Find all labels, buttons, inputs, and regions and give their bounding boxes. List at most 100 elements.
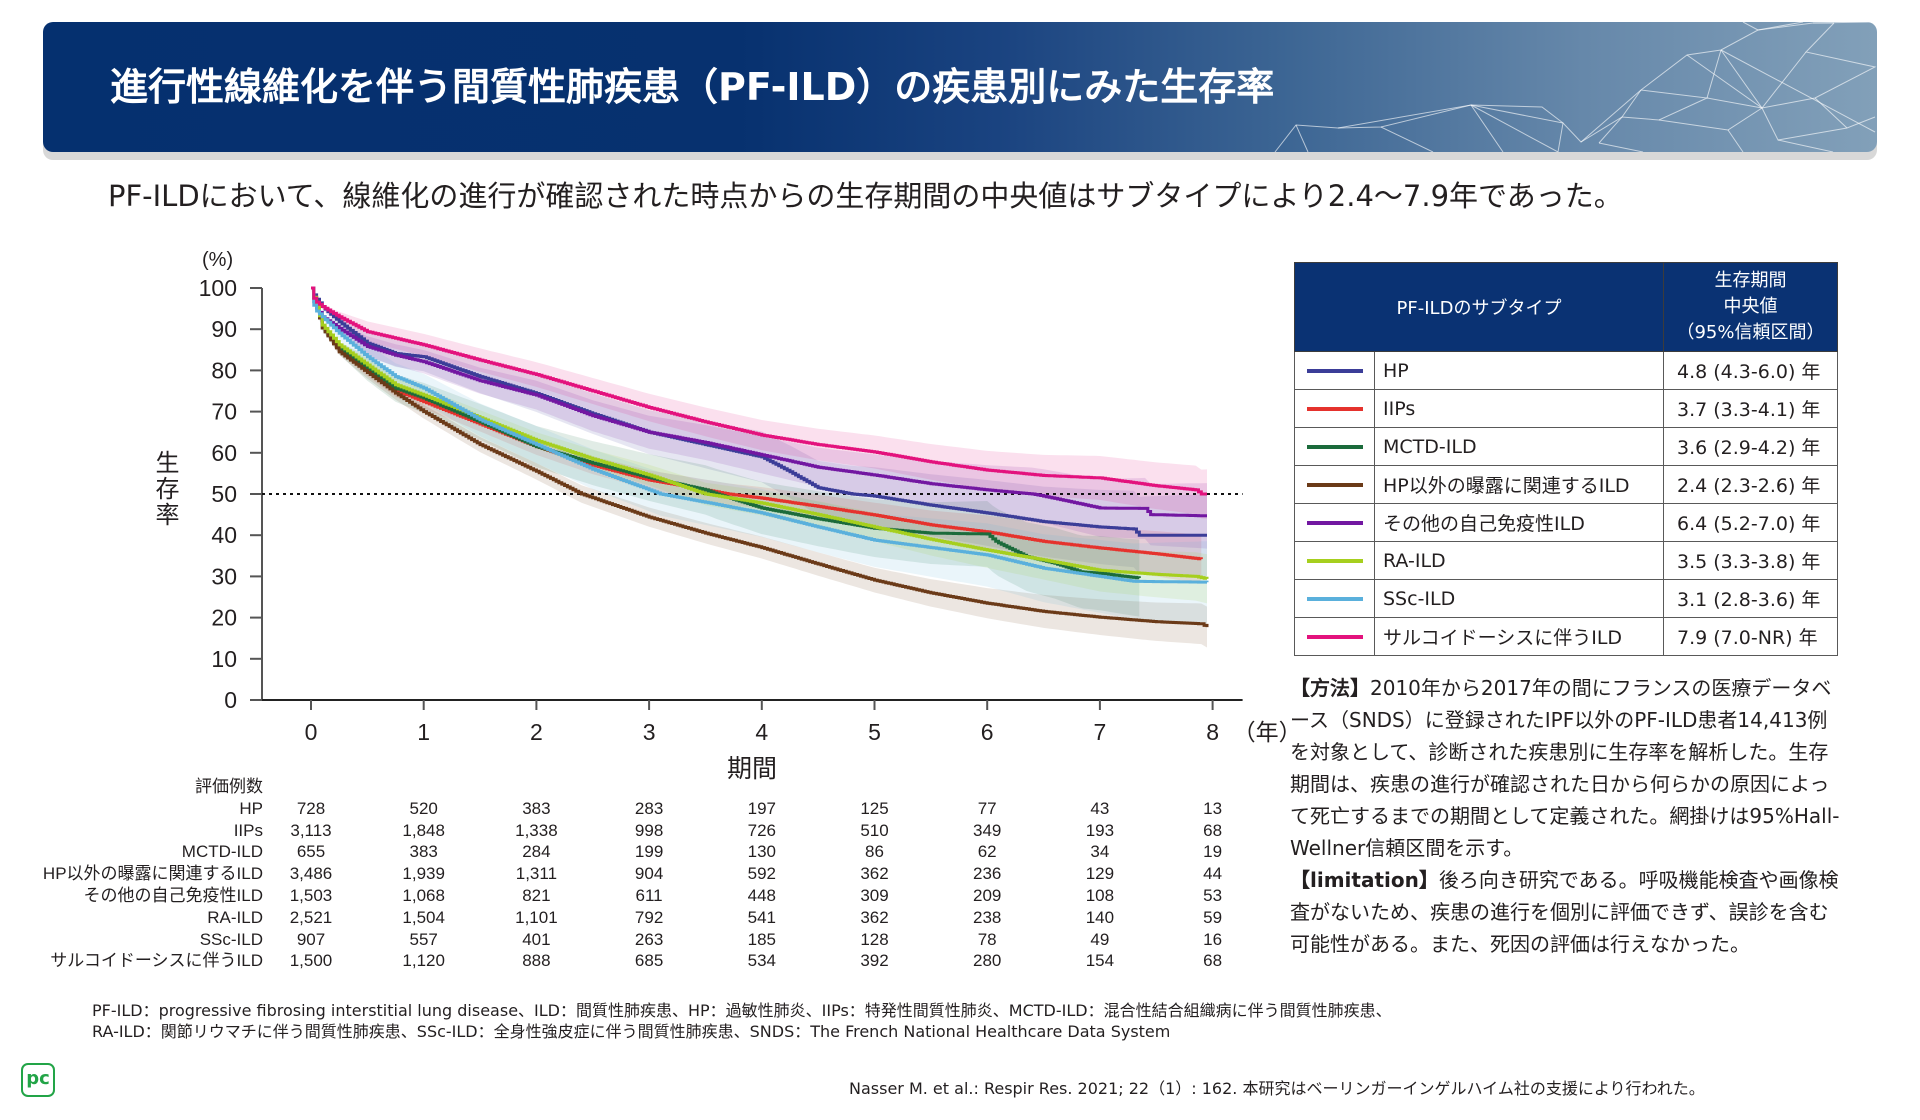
median-header-line: （95%信頼区間） [1676,322,1825,343]
y-tick-label: 90 [211,316,237,342]
km-curve-sarcoidosis-ild [311,286,1207,496]
at-risk-count: 1,101 [515,907,558,927]
y-tick-label: 50 [211,481,237,507]
at-risk-count: 907 [296,929,326,949]
x-tick-label: 5 [868,719,881,745]
at-risk-count: 130 [747,842,776,862]
km-curve-ssc-ild [311,286,1209,584]
citation: Nasser M. et al.: Respir Res. 2021; 22（1… [849,1079,1705,1098]
at-risk-count: 510 [860,820,889,840]
limitation-paragraph: 【limitation】後ろ向き研究である。呼吸機能検査や画像検査がないため、疾… [1290,864,1840,960]
y-axis-title: 生存率 [151,450,179,528]
legend-swatch-cell [1294,579,1375,618]
ci-band-sarcoidosis-ild [311,288,1207,519]
at-risk-row: その他の自己免疫性ILD 1,503 1,068 821 611 448 309 209 108… [0,885,1300,907]
footnote-line: PF-ILD：progressive fibrosing interstitia… [92,1001,1392,1020]
at-risk-count: 383 [522,798,551,818]
at-risk-count: 193 [1085,820,1115,840]
at-risk-count: 520 [409,798,438,818]
ci-band-hp-exposure-ild [311,288,1207,648]
km-curves [311,286,1209,628]
legend-row: IIPs 3.7 (3.3-4.1) 年 [1294,389,1838,428]
km-curve-autoimmune-ild [311,286,1207,518]
median-header-line: 生存期間 [1714,270,1787,291]
x-tick-label: 3 [643,719,656,745]
x-tick-label: 4 [755,719,768,745]
at-risk-count: 383 [409,842,438,862]
ci-band-iips [311,288,1202,584]
at-risk-count: 199 [634,842,664,862]
legend-subtype-label: SSc-ILD [1374,579,1664,618]
km-curve-iips [311,286,1203,561]
at-risk-count: 44 [1203,864,1223,884]
at-risk-count: 655 [296,842,326,862]
at-risk-count: 904 [634,864,664,884]
y-tick-label: 30 [211,563,237,589]
at-risk-count: 1,504 [402,907,445,927]
at-risk-count: 1,503 [289,886,333,905]
legend-line-swatch [1306,482,1363,487]
header-wireframe-decoration [1274,22,1877,152]
legend-median-value: 6.4 (5.2-7.0) 年 [1663,503,1838,542]
legend-line-swatch [1306,596,1363,601]
legend-line-swatch [1306,634,1363,639]
at-risk-count: 448 [747,886,776,905]
legend-line-swatch [1306,444,1363,449]
y-tick-label: 100 [199,275,237,301]
legend-subtype-label: HP以外の曝露に関連するILD [1374,465,1664,504]
at-risk-count: 283 [634,798,664,818]
median-survival-legend-table: PF-ILDのサブタイプ 生存期間 中央値 （95%信頼区間） HP 4.8 (… [1294,262,1838,656]
at-risk-count: 592 [747,864,776,884]
x-tick-label: 0 [305,719,318,745]
y-tick-label: 10 [211,646,237,672]
at-risk-row: SSc-ILD 907 557 401 263 185 128 78 49 16 [0,929,1300,951]
y-tick-label: 20 [211,605,237,631]
y-tick-label: 0 [224,687,237,713]
at-risk-count: 125 [860,798,889,818]
at-risk-row-label: その他の自己免疫性ILD [83,886,263,905]
at-risk-count: 3,486 [289,864,333,884]
median-header-line: 中央値 [1723,296,1778,317]
legend-median-value: 3.1 (2.8-3.6) 年 [1663,579,1838,618]
legend-swatch-cell [1294,465,1375,504]
legend-line-swatch [1306,558,1363,563]
at-risk-count: 197 [747,798,776,818]
at-risk-row-label: MCTD-ILD [181,842,263,862]
y-axis-unit: (%) [202,249,233,271]
at-risk-count: 309 [860,886,889,905]
at-risk-row-label: HP [239,798,263,818]
at-risk-count: 53 [1203,886,1223,905]
at-risk-count: 401 [522,929,551,949]
legend-row: HP 4.8 (4.3-6.0) 年 [1294,351,1838,390]
at-risk-count: 1,338 [515,820,558,840]
at-risk-count: 43 [1090,798,1110,818]
legend-median-value: 3.6 (2.9-4.2) 年 [1663,427,1838,466]
at-risk-row-label: サルコイドーシスに伴うILD [50,951,263,971]
at-risk-count: 209 [973,886,1002,905]
legend-swatch-cell [1294,541,1375,580]
x-tick-label: 2 [530,719,543,745]
at-risk-count: 888 [522,951,551,971]
at-risk-count: 534 [747,951,776,971]
at-risk-count: 792 [634,907,664,927]
at-risk-count: 13 [1203,798,1223,818]
at-risk-count: 1,068 [402,886,445,905]
at-risk-row-label: SSc-ILD [199,929,263,949]
legend-subtype-label: HP [1374,351,1664,390]
at-risk-count: 238 [973,907,1002,927]
legend-subtype-label: サルコイドーシスに伴うILD [1374,617,1664,656]
legend-header-row: PF-ILDのサブタイプ 生存期間 中央値 （95%信頼区間） [1294,262,1838,352]
at-risk-count: 236 [973,864,1002,884]
title-banner: 進行性線維化を伴う間質性肺疾患（PF-ILD）の疾患別にみた生存率 [43,22,1877,152]
abbreviation-footnotes: PF-ILD：progressive fibrosing interstitia… [92,1000,1392,1042]
ci-band-autoimmune-ild [311,288,1207,549]
legend-row: RA-ILD 3.5 (3.3-3.8) 年 [1294,541,1838,580]
at-risk-count: 128 [860,929,889,949]
at-risk-count: 611 [635,886,663,905]
x-tick-label: 6 [981,719,994,745]
legend-median-value: 3.5 (3.3-3.8) 年 [1663,541,1838,580]
at-risk-count: 280 [973,951,1002,971]
ci-band-hp [311,288,1207,577]
legend-swatch-cell [1294,617,1375,656]
x-tick-label: 7 [1094,719,1107,745]
